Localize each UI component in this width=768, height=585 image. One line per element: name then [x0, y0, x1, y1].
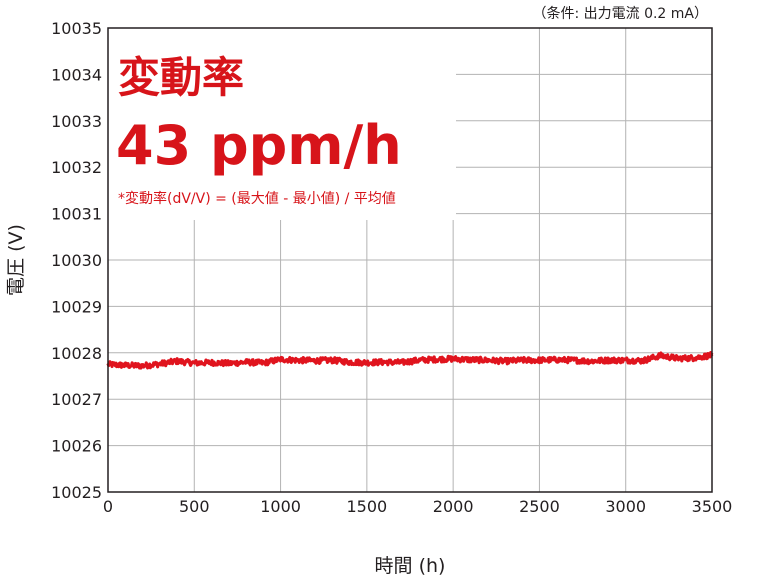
data-point	[676, 357, 679, 360]
x-tick-label: 3000	[605, 497, 646, 516]
y-tick-label: 10031	[51, 205, 102, 224]
data-point	[607, 359, 610, 362]
data-point	[590, 359, 593, 363]
data-point	[400, 361, 403, 364]
data-point	[348, 360, 351, 364]
data-point	[262, 361, 265, 365]
y-tick-label: 10026	[51, 437, 102, 456]
y-tick-label: 10033	[51, 112, 102, 131]
data-point	[451, 357, 455, 361]
x-axis-ticks: 0 500 1000 1500 2000 2500 3000 3500	[103, 497, 732, 516]
data-point	[469, 358, 472, 361]
data-point	[313, 359, 317, 362]
x-tick-label: 2000	[433, 497, 474, 516]
data-point	[486, 359, 489, 362]
y-tick-label: 10035	[51, 19, 102, 38]
y-tick-label: 10032	[51, 158, 102, 177]
data-point	[331, 359, 334, 362]
y-tick-label: 10027	[51, 390, 102, 409]
x-axis-title: 時間 (h)	[375, 555, 446, 577]
y-tick-label: 10028	[51, 344, 102, 363]
data-point	[434, 358, 438, 361]
data-point	[296, 359, 300, 362]
fluctuation-rate-value: 43 ppm/h	[116, 114, 402, 177]
series-layer	[106, 350, 714, 370]
x-tick-label: 500	[179, 497, 210, 516]
data-point	[538, 359, 541, 362]
x-tick-label: 2500	[519, 497, 560, 516]
data-point	[382, 360, 386, 364]
y-tick-label: 10025	[51, 483, 102, 502]
data-point	[417, 359, 420, 362]
x-tick-label: 1500	[346, 497, 387, 516]
data-point	[193, 361, 196, 365]
data-point	[572, 359, 576, 362]
data-point	[210, 361, 213, 364]
y-tick-label: 10029	[51, 297, 102, 316]
x-tick-label: 3500	[692, 497, 733, 516]
data-point	[244, 360, 248, 364]
data-point	[158, 362, 161, 366]
data-point	[175, 359, 179, 363]
y-tick-label: 10034	[51, 65, 102, 84]
data-point	[124, 364, 127, 367]
plot-frame	[107, 27, 713, 493]
data-point	[279, 358, 282, 361]
data-point	[641, 359, 645, 362]
y-axis-ticks: 10025 10026 10027 10028 10029 10030 10031 10032…	[51, 19, 102, 502]
data-point	[365, 361, 369, 364]
condition-note: （条件: 出力電流 0.2 mA）	[532, 5, 708, 22]
data-point	[555, 358, 558, 361]
fluctuation-rate-formula: *変動率(dV/V) = (最大値 - 最小値) / 平均値	[118, 190, 396, 207]
x-tick-label: 0	[103, 497, 113, 516]
data-point	[659, 354, 662, 357]
series-line	[106, 350, 714, 370]
annotation-background	[108, 28, 456, 220]
data-point	[141, 364, 144, 367]
data-point	[520, 359, 524, 362]
fluctuation-rate-label: 変動率	[118, 53, 244, 102]
y-tick-label: 10030	[51, 251, 102, 270]
data-point	[693, 356, 696, 360]
data-point	[503, 359, 507, 363]
data-point	[624, 359, 627, 362]
data-point	[227, 362, 230, 365]
y-axis-title: 電圧 (V)	[5, 224, 27, 296]
x-tick-label: 1000	[260, 497, 301, 516]
